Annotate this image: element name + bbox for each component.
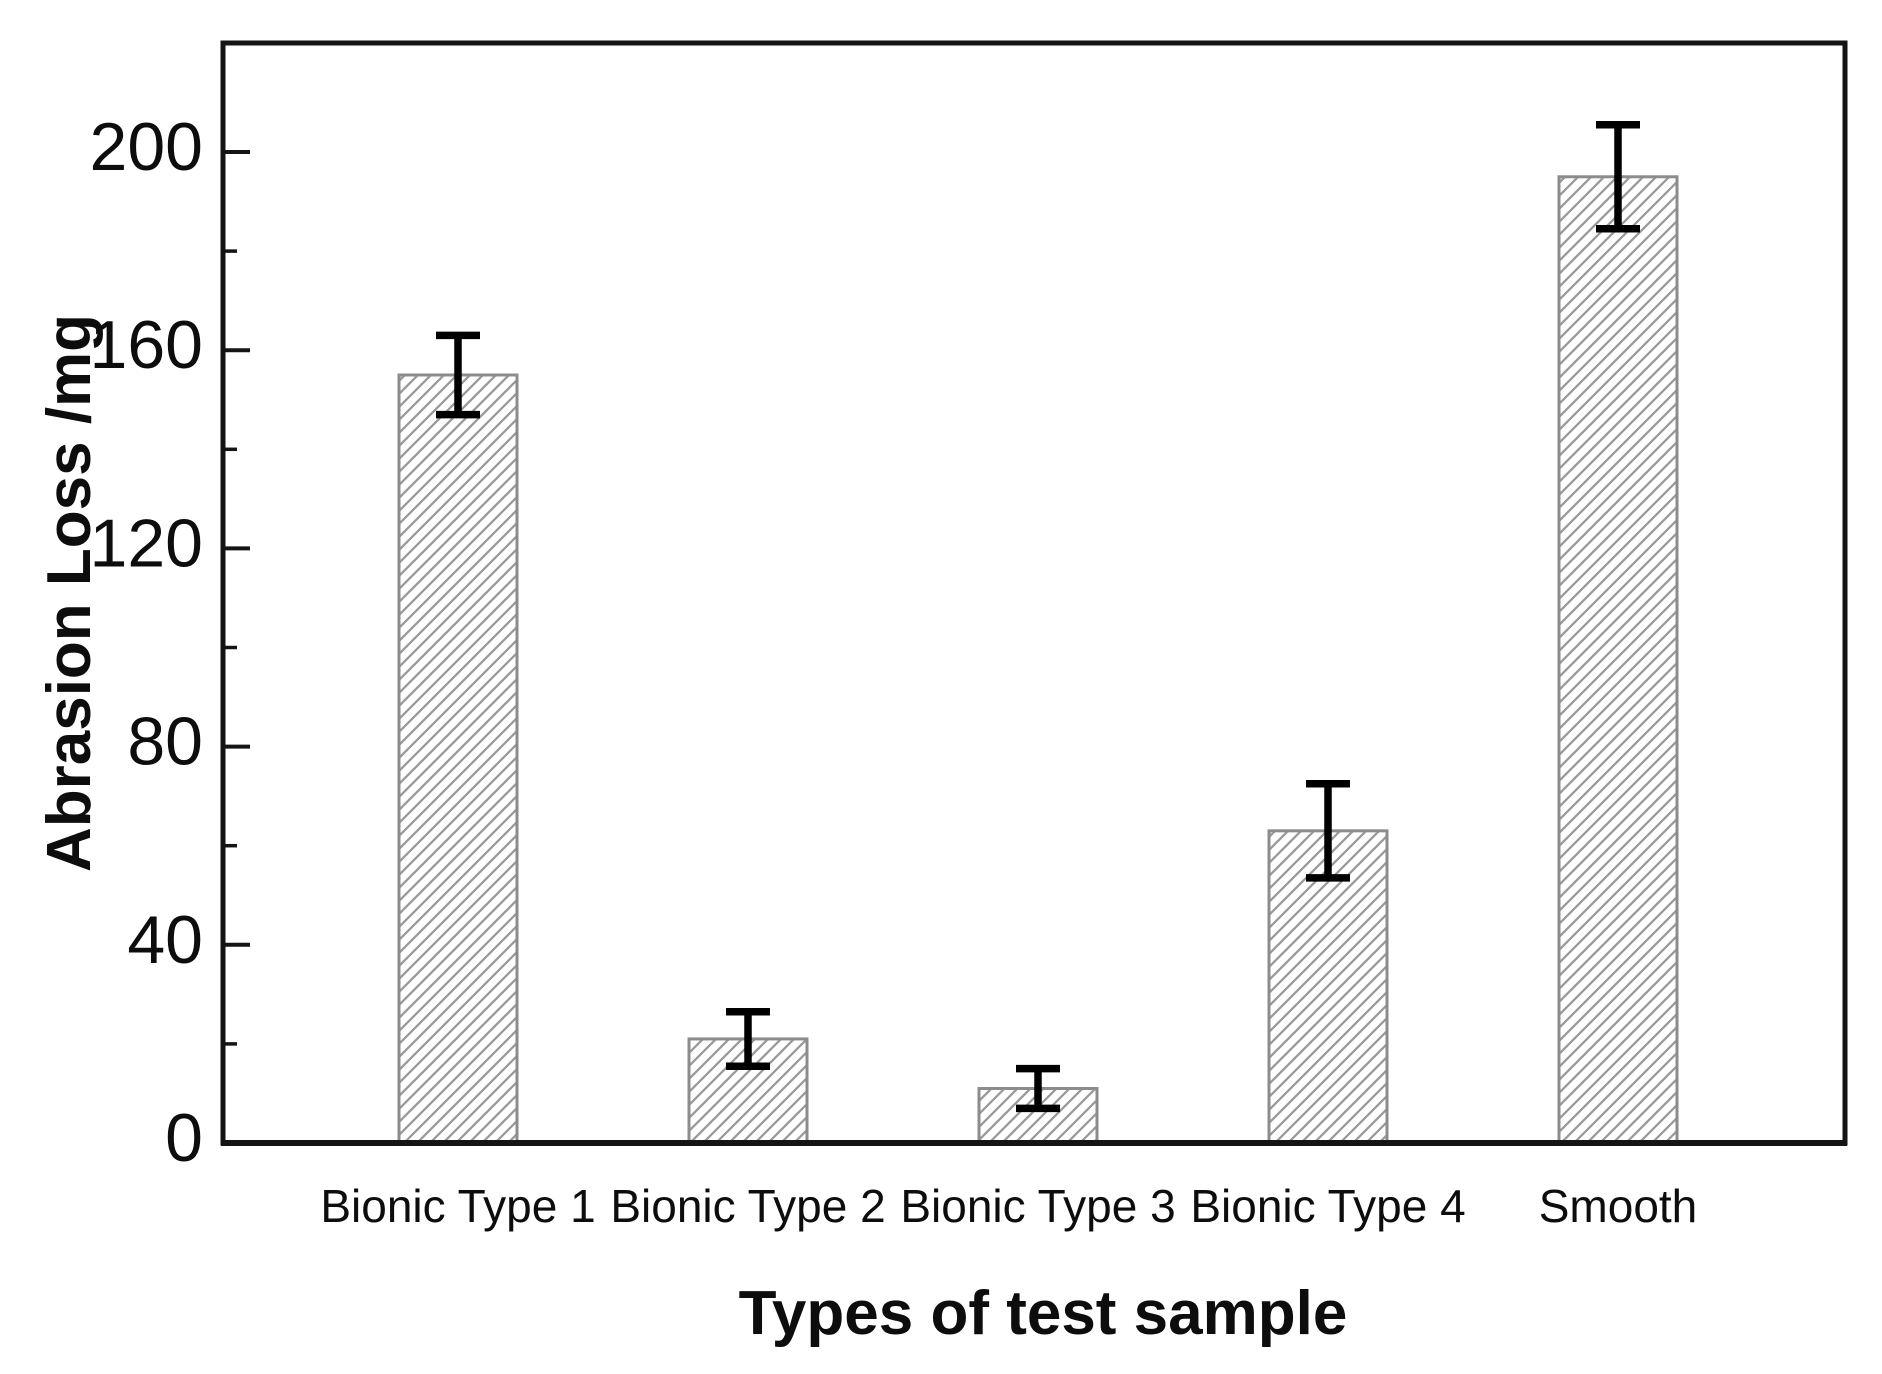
y-tick-label-120: 120 (90, 505, 203, 581)
y-tick-label-160: 160 (90, 307, 203, 383)
bar-1 (397, 373, 519, 1145)
bars-layer (397, 175, 1679, 1145)
y-tick-label-0: 0 (165, 1100, 203, 1176)
error-bars-layer (436, 121, 1640, 1113)
x-axis-title: Types of test sample (739, 1279, 1348, 1348)
x-category-label-2: Bionic Type 2 (610, 1180, 885, 1232)
x-category-label-1: Bionic Type 1 (320, 1180, 595, 1232)
bar-5 (1557, 175, 1679, 1145)
y-axis-title: Abrasion Loss /mg (35, 314, 104, 872)
x-category-label-4: Bionic Type 4 (1190, 1180, 1465, 1232)
y-tick-label-40: 40 (127, 902, 203, 978)
y-tick-label-200: 200 (90, 109, 203, 185)
axes-layer (220, 40, 1848, 1146)
x-category-label-5: Smooth (1539, 1180, 1698, 1232)
x-category-label-3: Bionic Type 3 (900, 1180, 1175, 1232)
tick-labels-layer: Bionic Type 1 Bionic Type 2 Bionic Type 3 B… (90, 109, 1698, 1232)
y-tick-label-80: 80 (127, 704, 203, 780)
